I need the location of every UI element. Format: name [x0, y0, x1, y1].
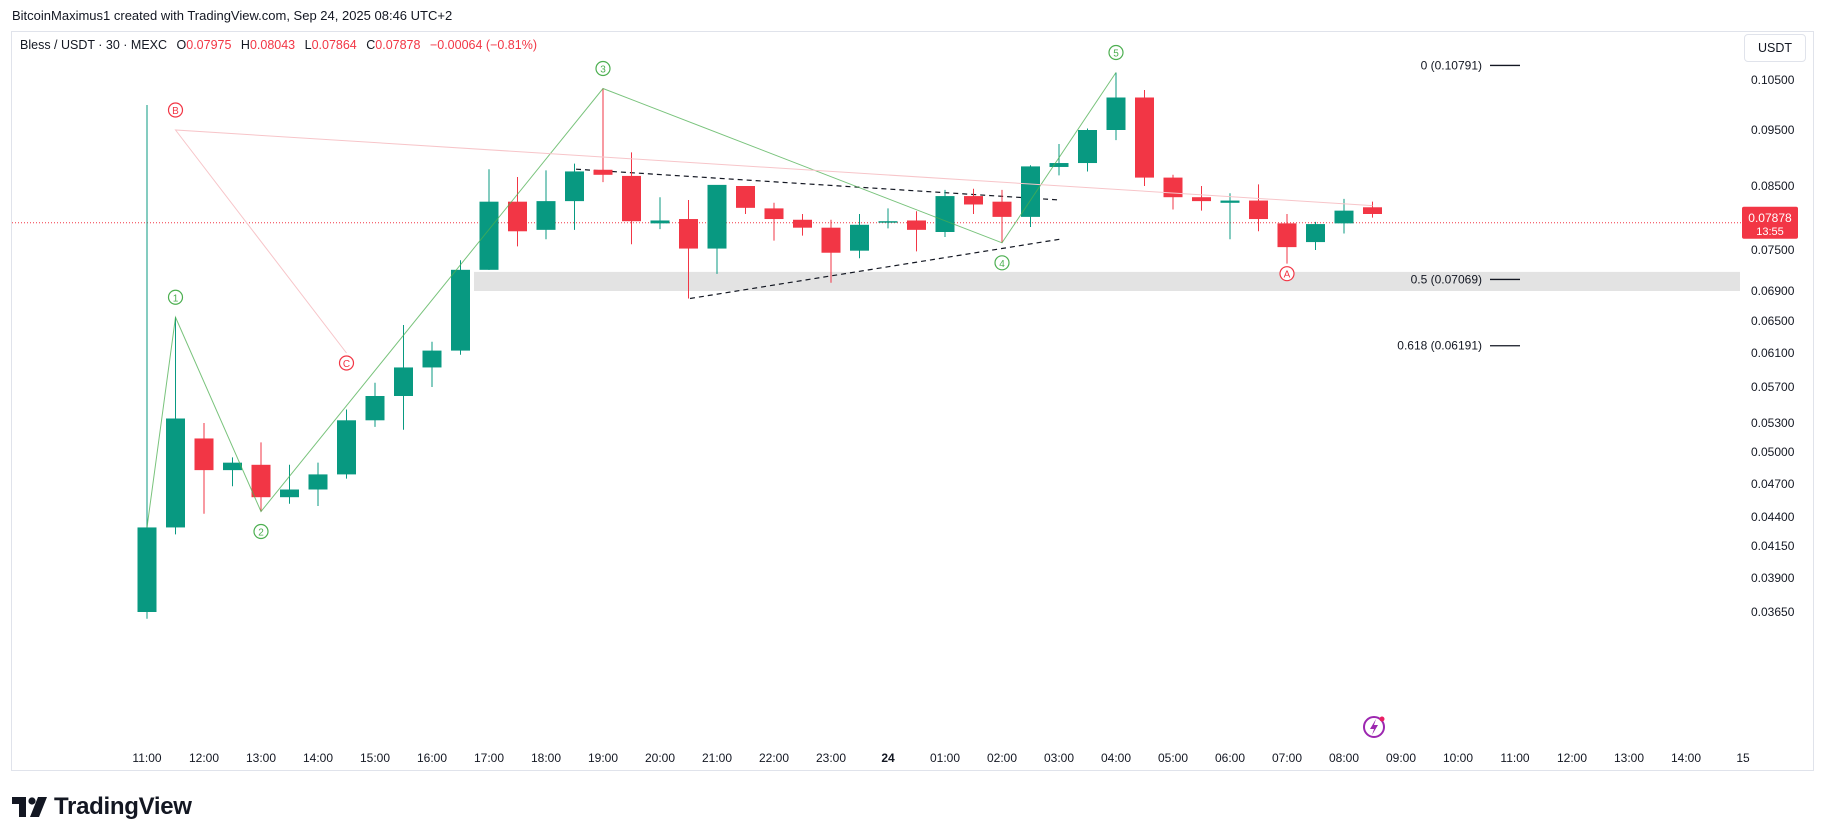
symbol-name[interactable]: Bless / USDT · 30 · MEXC [20, 38, 168, 52]
change-value: −0.00064 (−0.81%) [429, 38, 537, 52]
tradingview-logo: TradingView [12, 793, 192, 821]
open-value: 0.07975 [186, 38, 232, 52]
close-value: 0.07878 [375, 38, 421, 52]
currency-button[interactable]: USDT [1744, 34, 1806, 62]
tradingview-logo-icon [12, 797, 47, 817]
low-value: 0.07864 [311, 38, 357, 52]
chart-attribution: BitcoinMaximus1 created with TradingView… [12, 8, 453, 23]
open-label: O [176, 38, 187, 52]
high-label: H [240, 38, 250, 52]
brand-name: TradingView [54, 793, 192, 820]
chart-pane[interactable] [11, 31, 1814, 771]
close-label: C [366, 38, 376, 52]
low-label: L [304, 38, 312, 52]
symbol-legend: Bless / USDT · 30 · MEXC O0.07975 H0.080… [20, 38, 537, 52]
high-value: 0.08043 [249, 38, 296, 52]
